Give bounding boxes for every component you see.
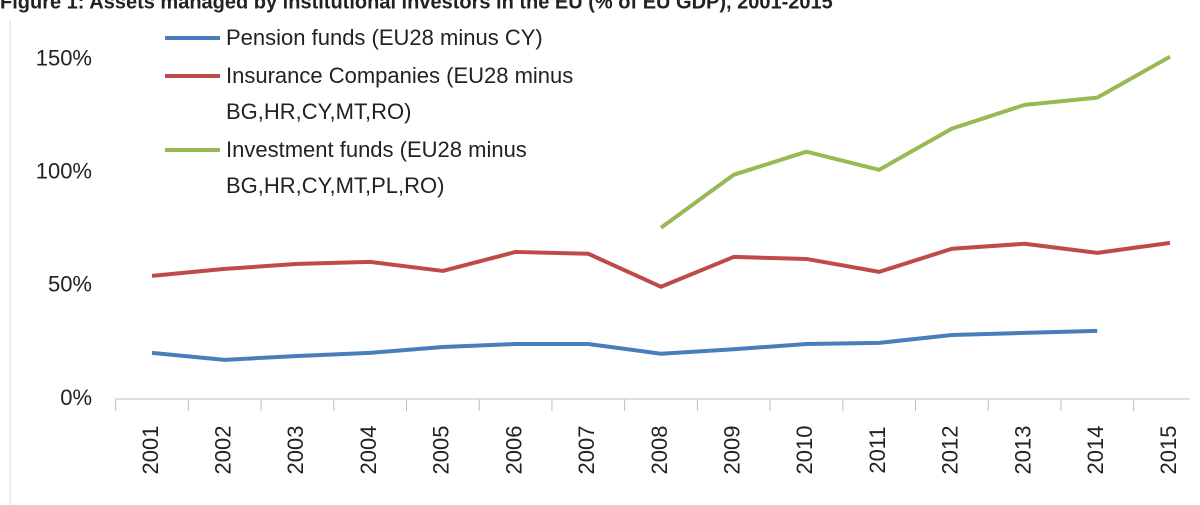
y-tick-label: 100% — [36, 159, 92, 184]
legend-swatch — [165, 36, 220, 40]
y-tick-label: 150% — [36, 45, 92, 70]
x-tick-label: 2003 — [283, 426, 308, 475]
x-tick-label: 2008 — [647, 426, 672, 475]
x-tick-label: 2001 — [138, 426, 163, 475]
legend-entry: Insurance Companies (EU28 minus BG,HR,CY… — [165, 58, 645, 130]
legend-entry: Pension funds (EU28 minus CY) — [165, 20, 645, 56]
x-tick-label: 2011 — [865, 426, 890, 473]
y-tick-label: 50% — [48, 272, 92, 297]
legend: Pension funds (EU28 minus CY) Insurance C… — [165, 20, 645, 206]
x-tick-label: 2015 — [1156, 426, 1181, 475]
chart-title: Figure 1: Assets managed by institutiona… — [0, 0, 833, 13]
legend-entry: Investment funds (EU28 minus BG,HR,CY,MT… — [165, 132, 645, 204]
x-tick-label: 2005 — [429, 426, 454, 475]
series-line — [659, 54, 1171, 230]
x-tick-label: 2013 — [1010, 426, 1035, 475]
x-tick-label: 2004 — [356, 426, 381, 475]
legend-label: Pension funds (EU28 minus CY) — [226, 25, 543, 50]
legend-swatch — [165, 74, 220, 78]
y-tick-label: 0% — [60, 385, 92, 410]
series-line — [151, 240, 1171, 289]
legend-label: Insurance Companies (EU28 minus BG,HR,CY… — [226, 63, 574, 124]
x-tick-label: 2012 — [938, 426, 963, 475]
series-line — [151, 328, 1098, 362]
x-tick-label: 2007 — [574, 426, 599, 475]
x-tick-label: 2009 — [720, 426, 745, 475]
x-tick-label: 2014 — [1083, 426, 1108, 475]
x-tick-label: 2006 — [501, 426, 526, 475]
legend-label: Investment funds (EU28 minus BG,HR,CY,MT… — [226, 137, 527, 198]
x-tick-label: 2002 — [211, 426, 236, 475]
legend-swatch — [165, 148, 220, 152]
x-tick-label: 2010 — [792, 426, 817, 475]
